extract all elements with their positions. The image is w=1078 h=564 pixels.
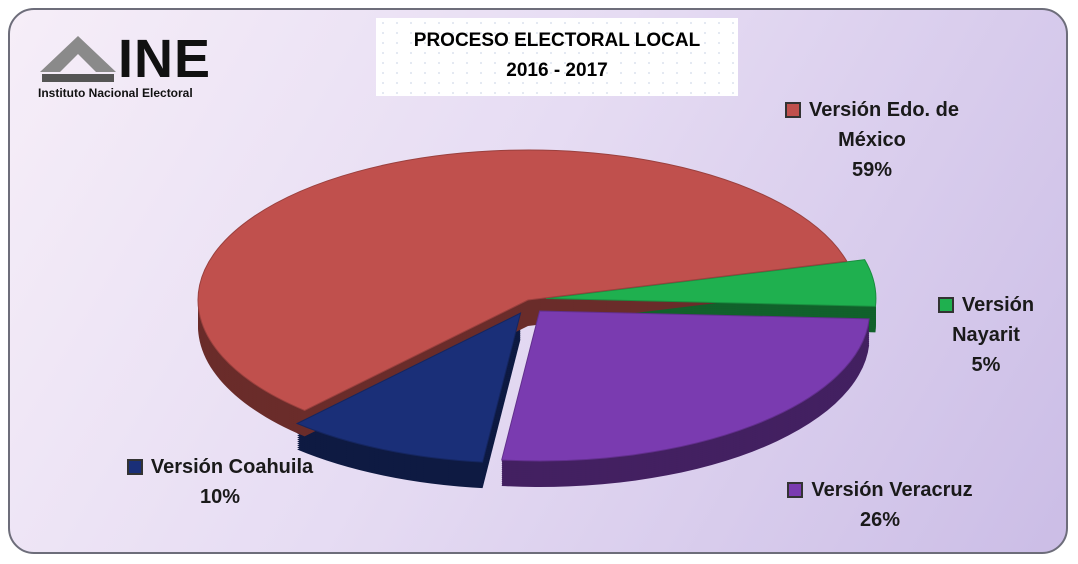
slice <box>197 149 848 411</box>
category-label: Versión Coahuila <box>150 456 314 478</box>
legend-item: Versión Nayarit 5% <box>918 290 1054 380</box>
legend-label: Versión Coahuila <box>70 452 370 482</box>
legend-label: Versión Veracruz <box>740 475 1020 505</box>
legend-marker <box>784 102 801 118</box>
category-label: Versión Edo. de México <box>808 99 960 151</box>
legend-marker <box>126 459 143 475</box>
slice <box>545 259 877 307</box>
logo-text: INE <box>118 29 212 89</box>
chart-subtitle: 2016 - 2017 <box>506 60 608 81</box>
category-label: Versión Nayarit <box>952 294 1035 346</box>
legend-item: Versión Coahuila 10% <box>70 452 370 512</box>
legend-label: Versión Nayarit <box>918 290 1054 350</box>
title-box: PROCESO ELECTORAL LOCAL 2016 - 2017 <box>376 18 738 96</box>
logo-caption: Instituto Nacional Electoral <box>38 86 193 100</box>
legend-marker <box>787 482 804 498</box>
value-label: 10% <box>199 486 241 508</box>
chart-title: PROCESO ELECTORAL LOCAL <box>413 30 701 51</box>
legend-marker <box>937 297 954 313</box>
legend-item: Versión Veracruz 26% <box>740 475 1020 535</box>
legend-item: Versión Edo. de México 59% <box>752 95 992 185</box>
category-label: Versión Veracruz <box>811 479 973 501</box>
value-label: 26% <box>859 509 901 531</box>
legend-label: Versión Edo. de México <box>752 95 992 155</box>
value-label: 59% <box>851 159 893 181</box>
value-label: 5% <box>971 354 1001 376</box>
slice <box>295 312 522 463</box>
logo-icon <box>40 36 116 82</box>
slice <box>501 310 870 462</box>
